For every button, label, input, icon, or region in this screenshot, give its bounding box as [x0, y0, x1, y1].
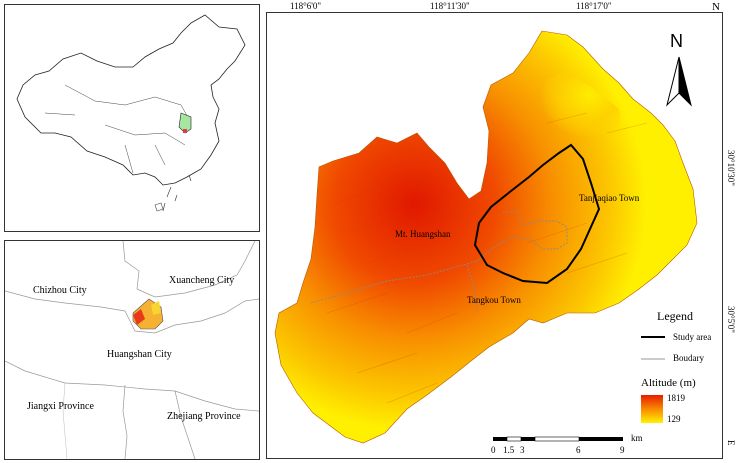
altitude-max: 1819: [667, 393, 685, 403]
label-xuancheng: Xuancheng City: [169, 275, 235, 286]
study-area-map: N Mt. Huangshan Tanjiaqiao Town Tangkou …: [266, 12, 723, 459]
coord-top-2: 118°11'30": [430, 1, 470, 11]
altitude-min: 129: [667, 414, 681, 424]
label-tanjiaqiao: Tanjiaqiao Town: [579, 193, 640, 203]
legend-symbols: [641, 336, 665, 360]
label-chizhou: Chizhou City: [33, 285, 87, 296]
scale-unit: km: [631, 433, 643, 443]
china-outline: [16, 14, 246, 212]
scale-tick-4: 9: [620, 445, 625, 455]
scale-tick-2: 3: [520, 445, 525, 455]
town-boundary-line: [310, 210, 568, 304]
china-overview-map: [4, 4, 260, 232]
coord-top-1: 118°6'0": [290, 1, 322, 11]
terrain-area: [274, 30, 698, 444]
altitude-color-ramp: [641, 395, 663, 423]
regional-boundaries: [5, 241, 259, 459]
legend-boundary-label: Boudary: [673, 353, 704, 363]
coord-top-3: 118°17'0": [576, 1, 612, 11]
study-area-outline: [473, 143, 601, 285]
north-arrow-label: N: [670, 31, 683, 51]
altitude-title: Altitude (m): [641, 377, 696, 389]
elevation-map: [274, 30, 698, 444]
label-zhejiang: Zhejiang Province: [167, 411, 241, 422]
legend-title: Legend: [657, 309, 693, 323]
scale-tick-3: 6: [576, 445, 581, 455]
coord-right-1: 30°10'30": [726, 150, 736, 186]
label-mt-huangshan: Mt. Huangshan: [395, 229, 451, 239]
legend-study-area-label: Study area: [673, 332, 712, 342]
regional-map: Chizhou City Xuancheng City Huangshan Ci…: [4, 240, 260, 460]
label-jiangxi: Jiangxi Province: [27, 401, 94, 412]
label-huangshan-city: Huangshan City: [107, 349, 172, 360]
corner-label-n: N: [712, 1, 720, 13]
coord-right-2: 30°5'0": [726, 306, 736, 333]
scale-tick-1: 1.5: [503, 445, 515, 455]
scale-tick-0: 0: [491, 445, 496, 455]
scale-bar: [493, 436, 623, 442]
label-tangkou: Tangkou Town: [467, 295, 521, 305]
corner-label-e: E: [726, 440, 736, 446]
north-arrow-icon: [666, 56, 692, 107]
